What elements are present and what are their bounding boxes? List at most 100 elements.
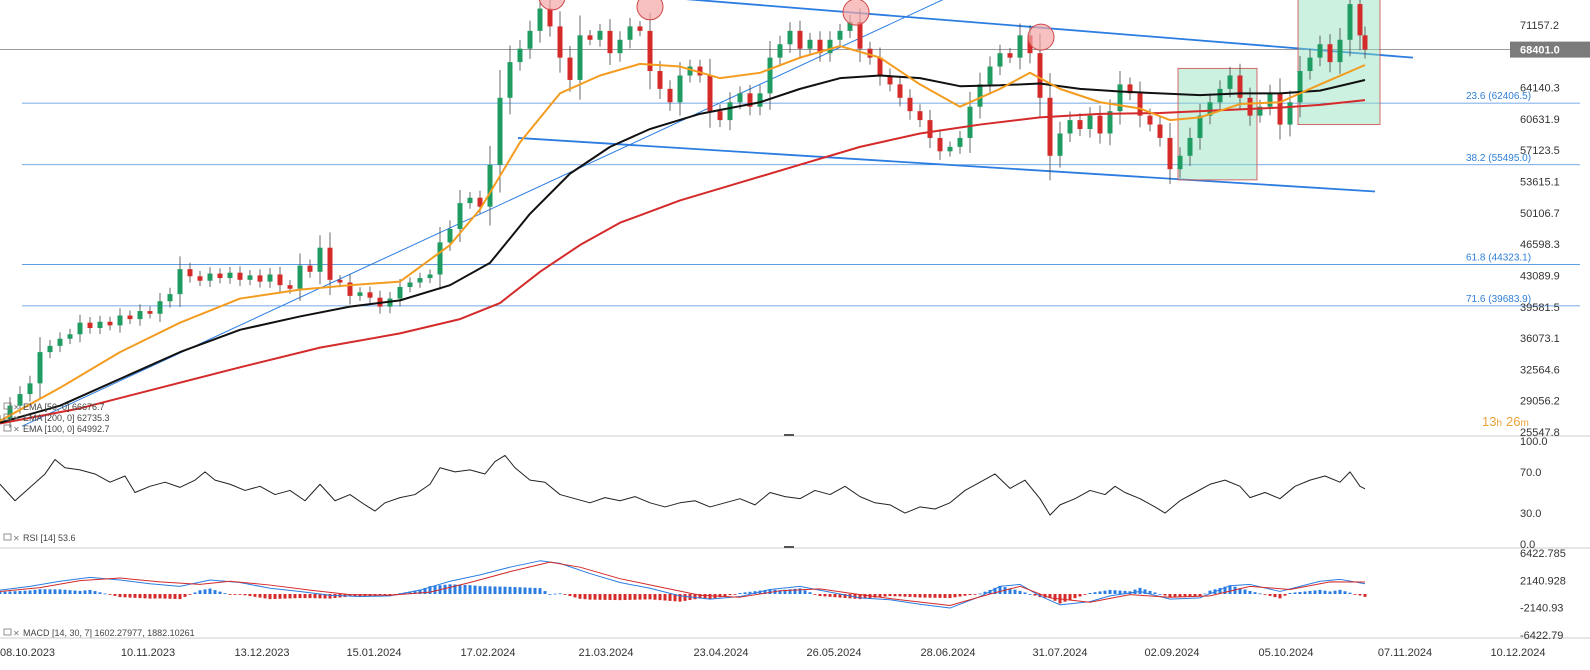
candle-body[interactable] [1107, 111, 1113, 134]
candle-body[interactable] [567, 57, 573, 80]
candle-body[interactable] [1047, 97, 1053, 156]
candle-body[interactable] [1117, 84, 1123, 112]
candle-body[interactable] [277, 274, 283, 286]
candle-body[interactable] [857, 21, 863, 49]
candle-body[interactable] [1057, 133, 1063, 156]
candle-body[interactable] [247, 275, 253, 280]
candle-body[interactable] [747, 93, 753, 107]
candle-body[interactable] [837, 30, 843, 40]
candle-body[interactable] [707, 75, 713, 112]
candle-body[interactable] [1317, 44, 1323, 58]
panel-resize-handle[interactable] [784, 434, 794, 436]
candle-body[interactable] [1017, 35, 1023, 58]
candle-body[interactable] [147, 311, 153, 314]
candle-body[interactable] [327, 247, 333, 280]
candle-body[interactable] [237, 272, 243, 280]
candle-body[interactable] [657, 71, 663, 89]
candle-body[interactable] [67, 334, 73, 339]
candle-body[interactable] [57, 338, 63, 346]
candle-body[interactable] [1187, 137, 1193, 156]
candle-body[interactable] [177, 269, 183, 295]
candle-body[interactable] [357, 292, 363, 296]
candle-body[interactable] [477, 197, 483, 207]
candle-body[interactable] [137, 311, 143, 320]
candle-body[interactable] [1147, 115, 1153, 125]
candle-body[interactable] [317, 247, 323, 272]
candle-body[interactable] [687, 66, 693, 76]
candle-body[interactable] [757, 93, 763, 107]
candle-body[interactable] [347, 282, 353, 296]
candle-body[interactable] [257, 275, 263, 282]
macd-panel[interactable]: ✕ MACD [14, 30, 7] 1602.27977, 1882.10261 [0, 560, 1367, 638]
candle-body[interactable] [77, 322, 83, 335]
candle-body[interactable] [1307, 57, 1313, 72]
rsi-panel[interactable]: ✕ RSI [14] 53.6 [0, 454, 1366, 543]
candle-body[interactable] [1007, 53, 1013, 58]
candle-body[interactable] [517, 48, 523, 63]
candle-body[interactable] [87, 322, 93, 329]
legend-settings-icon[interactable] [3, 533, 12, 541]
candle-body[interactable] [1097, 115, 1103, 134]
candle-body[interactable] [977, 84, 983, 107]
candle-body[interactable] [947, 146, 953, 152]
price-panel[interactable]: 23.6 (62406.5) 38.2 (55495.0) 61.8 (44323.… [0, 0, 1580, 434]
candle-body[interactable] [37, 352, 43, 384]
candle-body[interactable] [957, 137, 963, 147]
candle-body[interactable] [677, 75, 683, 103]
candle-body[interactable] [967, 106, 973, 138]
candle-body[interactable] [1362, 35, 1368, 50]
candle-body[interactable] [507, 62, 513, 98]
candle-body[interactable] [537, 8, 543, 31]
candle-body[interactable] [547, 8, 553, 27]
candle-body[interactable] [607, 30, 613, 54]
candle-body[interactable] [797, 30, 803, 49]
candle-body[interactable] [617, 39, 623, 54]
candle-body[interactable] [447, 228, 453, 243]
candle-body[interactable] [497, 97, 503, 165]
candle-body[interactable] [1227, 75, 1233, 89]
candle-body[interactable] [417, 278, 423, 283]
candle-body[interactable] [47, 345, 53, 353]
candle-body[interactable] [367, 292, 373, 298]
candle-body[interactable] [1207, 102, 1213, 116]
candle-body[interactable] [187, 269, 193, 277]
candle-body[interactable] [987, 66, 993, 85]
candle-body[interactable] [1327, 44, 1333, 63]
candle-body[interactable] [467, 197, 473, 204]
candle-body[interactable] [197, 276, 203, 281]
legend-settings-icon[interactable] [3, 628, 12, 636]
candle-body[interactable] [167, 294, 173, 302]
candle-body[interactable] [847, 21, 853, 31]
candle-body[interactable] [577, 35, 583, 80]
candle-body[interactable] [1287, 102, 1293, 125]
candle-body[interactable] [1347, 4, 1353, 40]
candle-body[interactable] [807, 39, 813, 49]
candle-body[interactable] [767, 57, 773, 94]
candle-body[interactable] [207, 273, 213, 281]
candle-body[interactable] [1247, 97, 1253, 116]
candle-body[interactable] [307, 265, 313, 272]
candle-body[interactable] [917, 111, 923, 121]
candle-body[interactable] [637, 26, 643, 31]
candle-body[interactable] [627, 26, 633, 40]
candle-body[interactable] [397, 286, 403, 299]
candle-body[interactable] [1167, 137, 1173, 170]
candle-body[interactable] [827, 39, 833, 54]
candle-body[interactable] [937, 137, 943, 152]
candle-body[interactable] [777, 44, 783, 58]
candle-body[interactable] [1087, 115, 1093, 130]
candle-body[interactable] [697, 66, 703, 76]
candle-body[interactable] [427, 274, 433, 279]
candle-body[interactable] [1137, 93, 1143, 116]
candle-body[interactable] [1177, 155, 1183, 170]
candle-body[interactable] [1037, 53, 1043, 98]
candle-body[interactable] [1277, 93, 1283, 125]
candle-body[interactable] [927, 120, 933, 138]
candle-body[interactable] [597, 30, 603, 40]
candle-body[interactable] [997, 53, 1003, 67]
candle-body[interactable] [117, 315, 123, 326]
candle-body[interactable] [557, 26, 563, 58]
candle-body[interactable] [727, 102, 733, 121]
candle-body[interactable] [1237, 75, 1243, 98]
